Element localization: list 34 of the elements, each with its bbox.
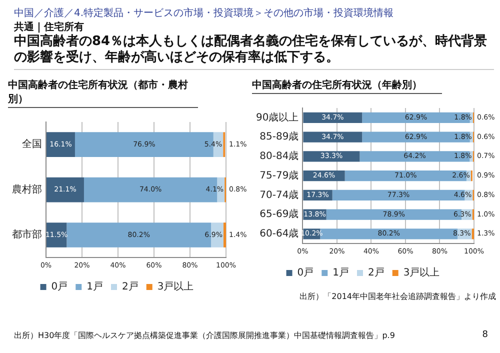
y-tick-label: 全国 bbox=[22, 138, 42, 150]
legend-label: 3戸以上 bbox=[403, 266, 440, 279]
text: 中国高齢者の84％は本人もしくは配偶者名義の住宅を保有しているが、時代背景の影響を受け、年齢が高いほどその保有率は低下する。 bbox=[14, 34, 494, 70]
bar bbox=[303, 132, 362, 142]
bar bbox=[223, 222, 226, 248]
y-tick-label: 農村部 bbox=[12, 183, 42, 196]
legend-label: 1戸 bbox=[86, 282, 104, 293]
text: 8 bbox=[482, 330, 488, 340]
chart-title: 中国高齢者の住宅所有状況（都市・農村別） bbox=[8, 78, 198, 108]
y-tick-label: 90歳以上 bbox=[256, 111, 299, 124]
legend-label: 0戸 bbox=[297, 268, 314, 279]
y-tick-label: 60-64歳 bbox=[260, 228, 299, 240]
y-tick-label: 75-79歳 bbox=[260, 169, 299, 182]
y-tick-label: 80-84歳 bbox=[260, 150, 299, 162]
bar bbox=[46, 177, 84, 202]
chart-title: 中国高齢者の住宅所有状況（年齢別） bbox=[252, 78, 442, 94]
text: 出所）「2014年中国老年社会追跡調査報告」より作成 bbox=[298, 291, 496, 302]
y-tick-label: 65-69歳 bbox=[260, 208, 299, 220]
y-tick-label: 都市部 bbox=[12, 228, 42, 241]
bar bbox=[470, 151, 473, 162]
legend-label: 2戸 bbox=[368, 268, 384, 279]
bar bbox=[362, 132, 470, 142]
text: 共通｜住宅所有 bbox=[14, 20, 84, 34]
text: 中国／介護／4.特定製品・サービスの市場・投資環境＞その他の市場・投資環境情報 bbox=[14, 6, 394, 20]
y-tick-label: 70-74歳 bbox=[260, 188, 299, 201]
bar bbox=[360, 151, 470, 162]
legend-label: 3戸以上 bbox=[157, 280, 194, 293]
legend-label: 1戸 bbox=[332, 268, 350, 279]
y-tick-label: 85-89歳 bbox=[260, 130, 299, 143]
legend-label: 0戸 bbox=[51, 282, 68, 293]
bar bbox=[46, 132, 75, 158]
text: 出所）H30年度「国際ヘルスケア拠点構築促進事業（介護国際展開推進事業）中国基礎情報調査報告」p.9 bbox=[14, 330, 395, 341]
bar bbox=[303, 151, 360, 162]
legend-label: 2戸 bbox=[122, 282, 138, 293]
